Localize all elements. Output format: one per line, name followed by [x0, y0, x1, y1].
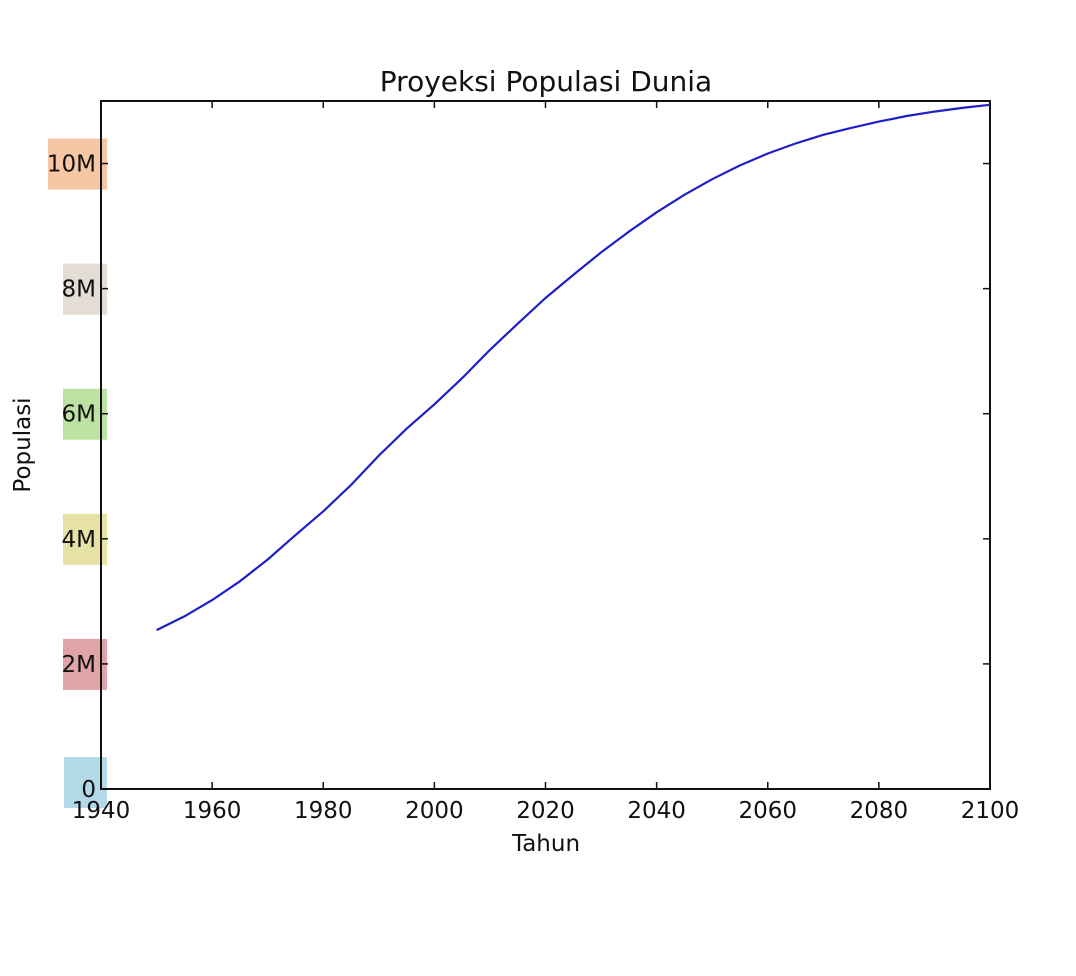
x-tick-label: 2020: [516, 798, 575, 824]
x-tick-label: 2100: [961, 798, 1020, 824]
y-tick-label: 4M: [62, 527, 96, 553]
y-tick-label: 6M: [62, 402, 96, 428]
x-tick-label: 1980: [294, 798, 353, 824]
population-line: [156, 103, 991, 632]
y-tick-label: 8M: [62, 277, 96, 303]
y-tick-label-highlight: [63, 513, 107, 565]
chart-title: Proyeksi Populasi Dunia: [380, 65, 712, 98]
y-tick-label-highlight: [48, 138, 107, 190]
x-tick-label: 2040: [627, 798, 686, 824]
y-tick-label-highlight: [63, 388, 107, 440]
y-tick-labels: 0 2M 4M 6M 8M 10M: [47, 152, 96, 803]
x-tick-label: 2000: [405, 798, 464, 824]
series-lines: [156, 103, 991, 632]
x-tick-label: 2080: [850, 798, 909, 824]
x-tick-labels: 1940 1960 1980 2000 2020 2040 2060 2080 2100: [72, 798, 1020, 824]
y-tick-label-highlight: [63, 638, 107, 690]
x-tick-label: 1940: [72, 798, 131, 824]
y-tick-label: 0: [81, 777, 96, 803]
x-tick-label: 2060: [738, 798, 797, 824]
plot-area: [100, 100, 991, 790]
x-axis-label: Tahun: [511, 831, 580, 857]
y-tick-label-highlight: [63, 263, 107, 315]
y-tick-label: 2M: [62, 652, 96, 678]
y-tick-highlights: [48, 138, 107, 808]
x-tick-label: 1960: [183, 798, 242, 824]
y-tick-label-highlight: [64, 757, 107, 808]
y-tick-label: 10M: [47, 152, 96, 178]
axis-ticks: [100, 101, 991, 790]
y-axis-label: Populasi: [10, 397, 36, 492]
